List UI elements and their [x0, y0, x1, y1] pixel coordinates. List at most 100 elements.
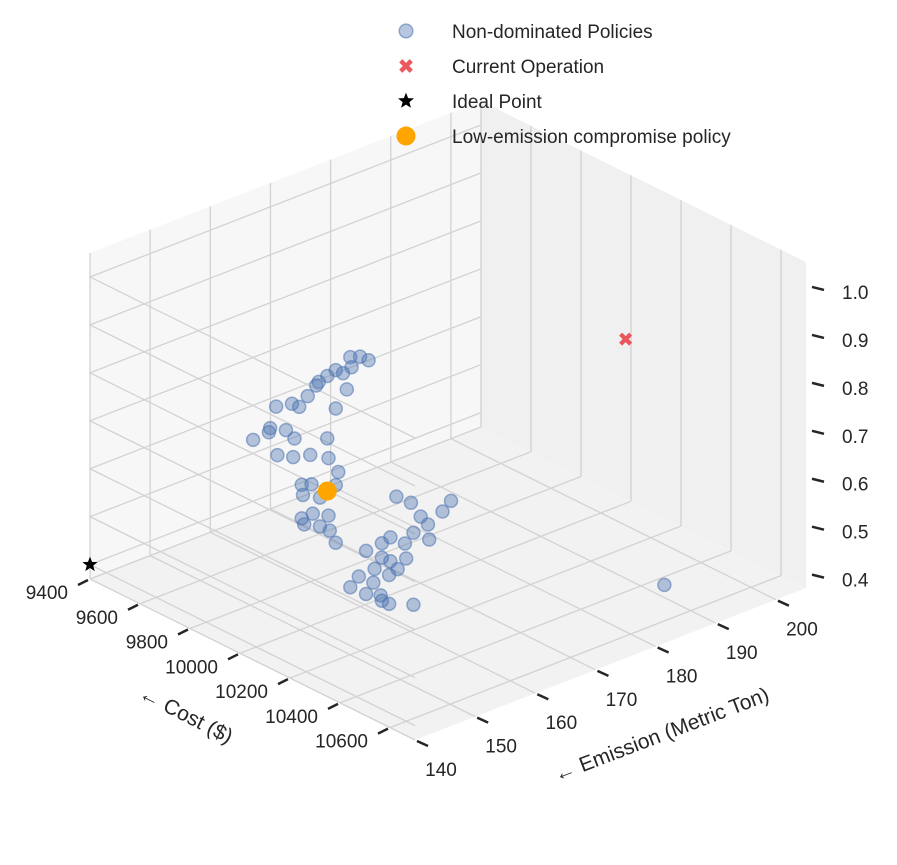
x-tick-label: 10200	[215, 682, 268, 703]
z-tick-label: 0.5	[842, 523, 868, 544]
x-tick-mark	[377, 727, 389, 735]
data-point	[285, 449, 301, 465]
y-tick-label: 170	[606, 690, 638, 711]
data-point	[308, 378, 324, 393]
data-point	[397, 536, 413, 551]
legend-label: Non-dominated Policies	[452, 22, 653, 43]
legend-marker	[399, 59, 413, 73]
y-gridline-floor	[390, 461, 717, 624]
x-gridline-floor	[289, 525, 682, 679]
x-tick-label: 10000	[165, 657, 218, 678]
data-point	[270, 447, 285, 463]
data-point	[351, 569, 367, 584]
z-gridline-right	[89, 172, 482, 326]
series-3	[317, 481, 337, 501]
x-gridline-floor	[239, 500, 632, 654]
data-point	[291, 399, 307, 415]
y-tick-label: 200	[786, 620, 818, 641]
legend-marker	[398, 23, 414, 39]
data-point	[619, 332, 633, 346]
z-gridline-left	[89, 324, 416, 487]
z-gridline-right	[89, 220, 482, 374]
data-point	[406, 525, 421, 541]
data-point	[389, 489, 404, 504]
z-tick-label: 0.9	[842, 331, 868, 352]
legend-label: Current Operation	[452, 57, 604, 78]
data-point	[287, 431, 302, 446]
z-tick-mark	[811, 477, 825, 483]
data-point	[321, 508, 336, 523]
data-point	[261, 425, 277, 440]
y-tick-label: 140	[425, 760, 457, 781]
legend-label: Ideal Point	[452, 92, 543, 113]
legend-marker	[398, 92, 414, 108]
data-point	[361, 353, 376, 368]
z-gridline-left	[89, 516, 416, 679]
z-gridline-left	[89, 372, 416, 535]
z-tick-label: 1.0	[842, 283, 868, 304]
data-point	[82, 556, 98, 572]
floor-pane	[90, 427, 806, 740]
y-gridline-floor	[330, 484, 656, 648]
y-tick-label: 150	[485, 737, 517, 758]
data-point	[245, 432, 261, 448]
data-point	[295, 487, 311, 503]
data-point	[443, 493, 459, 509]
legend-marker	[396, 126, 416, 146]
data-point	[321, 450, 336, 466]
z-tick-mark	[811, 573, 825, 579]
series-2	[82, 556, 98, 572]
data-point	[322, 523, 338, 538]
z-gridline-right	[89, 316, 482, 470]
y-tick-label: 160	[545, 713, 577, 734]
data-point	[296, 517, 312, 532]
y-tick-mark	[717, 622, 730, 631]
data-point	[302, 447, 318, 463]
z-tick-mark	[811, 333, 825, 340]
y-gridline-floor	[149, 555, 476, 718]
data-point	[374, 535, 390, 551]
data-point	[339, 382, 355, 397]
data-point	[352, 349, 368, 364]
data-point	[304, 477, 319, 492]
data-point	[381, 567, 397, 583]
data-point	[373, 588, 388, 603]
data-point	[374, 593, 390, 608]
z-gridline-right	[89, 412, 482, 566]
data-point	[406, 597, 421, 612]
x-gridline-floor	[339, 550, 732, 704]
x-tick-mark	[127, 603, 139, 611]
data-point	[358, 543, 374, 559]
legend-label: Low-emission compromise policy	[452, 127, 731, 148]
data-point	[403, 495, 419, 511]
z-gridline-right	[89, 268, 482, 422]
z-tick-label: 0.7	[842, 427, 868, 448]
x-gridline-floor	[389, 575, 782, 729]
data-point	[367, 561, 382, 577]
z-tick-mark	[811, 381, 825, 388]
x-tick-mark	[177, 628, 189, 636]
tick-marks	[77, 285, 825, 748]
left-wall-pane	[90, 101, 481, 579]
z-tick-label: 0.4	[842, 571, 869, 592]
y-tick-label: 180	[666, 666, 698, 687]
data-point	[343, 579, 358, 595]
series-0	[245, 349, 672, 612]
y-tick-mark	[476, 716, 489, 724]
data-point	[300, 388, 315, 404]
data-point	[335, 365, 351, 381]
x-tick-mark	[77, 578, 89, 587]
y-gridline-floor	[210, 531, 536, 694]
x-tick-label: 10400	[265, 707, 318, 728]
data-points	[82, 332, 672, 612]
x-tick-mark	[227, 653, 239, 661]
z-tick-label: 0.6	[842, 475, 868, 496]
data-point	[420, 517, 436, 532]
data-point	[398, 551, 414, 566]
x-tick-label: 9600	[76, 608, 118, 629]
legend: Non-dominated Policies Current Operation I…	[396, 22, 731, 148]
y-tick-mark	[596, 669, 609, 677]
x-tick-label: 9800	[126, 633, 168, 654]
data-point	[328, 535, 344, 550]
